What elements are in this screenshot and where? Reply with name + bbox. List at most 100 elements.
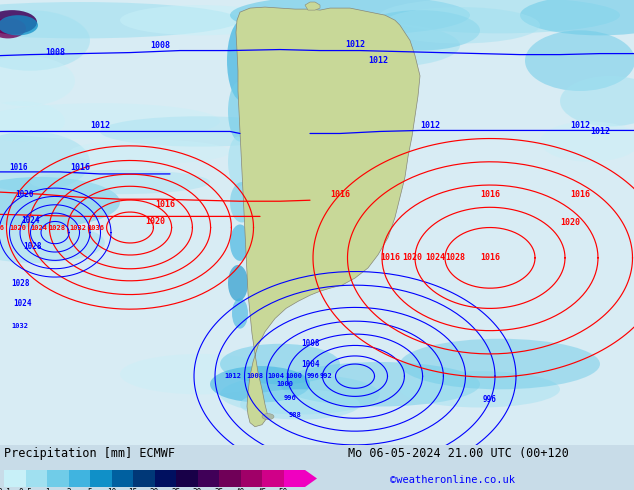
- Ellipse shape: [220, 374, 380, 415]
- Text: 1032: 1032: [69, 224, 86, 230]
- Text: 988: 988: [288, 412, 301, 417]
- Text: 1028: 1028: [23, 242, 41, 251]
- Bar: [133, 470, 155, 487]
- Text: Mo 06-05-2024 21.00 UTC (00+120: Mo 06-05-2024 21.00 UTC (00+120: [348, 447, 569, 460]
- Ellipse shape: [230, 182, 254, 222]
- Ellipse shape: [270, 15, 390, 66]
- Text: 996: 996: [283, 395, 296, 401]
- Text: 1016: 1016: [330, 190, 350, 198]
- Text: 1028: 1028: [49, 224, 65, 230]
- Text: 1020: 1020: [16, 190, 34, 198]
- Ellipse shape: [0, 15, 38, 35]
- Text: 30: 30: [193, 488, 202, 490]
- Text: 1028: 1028: [445, 253, 465, 262]
- Bar: [112, 470, 133, 487]
- Ellipse shape: [300, 23, 460, 68]
- Text: 1028: 1028: [11, 279, 29, 288]
- Text: ©weatheronline.co.uk: ©weatheronline.co.uk: [390, 475, 515, 485]
- Ellipse shape: [230, 0, 470, 35]
- Ellipse shape: [210, 366, 310, 402]
- Text: 25: 25: [171, 488, 181, 490]
- Bar: [90, 470, 112, 487]
- Ellipse shape: [232, 298, 248, 329]
- Ellipse shape: [0, 101, 65, 142]
- Text: 1008: 1008: [45, 48, 65, 57]
- Text: 1012: 1012: [224, 373, 242, 379]
- Ellipse shape: [0, 177, 120, 227]
- Text: Precipitation [mm] ECMWF: Precipitation [mm] ECMWF: [4, 447, 175, 460]
- Ellipse shape: [228, 265, 248, 301]
- Text: 1012: 1012: [368, 56, 388, 65]
- Ellipse shape: [220, 344, 340, 384]
- Text: 1020: 1020: [560, 218, 580, 227]
- Text: 1012: 1012: [590, 127, 610, 136]
- Bar: [68, 470, 90, 487]
- Ellipse shape: [525, 30, 634, 91]
- Text: 1024: 1024: [13, 299, 31, 308]
- Text: 50: 50: [279, 488, 288, 490]
- Text: 996: 996: [483, 395, 497, 404]
- Ellipse shape: [227, 20, 257, 101]
- Ellipse shape: [0, 10, 37, 34]
- Text: 1016: 1016: [9, 163, 27, 172]
- Ellipse shape: [380, 0, 620, 33]
- Text: 1: 1: [44, 488, 49, 490]
- Ellipse shape: [0, 10, 90, 71]
- Text: 40: 40: [236, 488, 245, 490]
- Ellipse shape: [120, 5, 280, 35]
- Bar: [176, 470, 198, 487]
- Ellipse shape: [0, 131, 90, 192]
- Ellipse shape: [0, 222, 105, 263]
- Ellipse shape: [560, 76, 634, 126]
- Ellipse shape: [30, 170, 210, 194]
- Ellipse shape: [400, 339, 600, 389]
- Ellipse shape: [0, 55, 75, 106]
- Bar: [240, 470, 262, 487]
- Bar: [283, 470, 305, 487]
- Text: 1012: 1012: [570, 121, 590, 130]
- Text: 996: 996: [307, 373, 320, 379]
- Ellipse shape: [0, 18, 26, 38]
- Text: 1008: 1008: [247, 373, 264, 379]
- Text: 1016: 1016: [380, 253, 400, 262]
- Text: 1016: 1016: [570, 190, 590, 198]
- Bar: [198, 470, 219, 487]
- Text: 1036: 1036: [87, 224, 105, 230]
- Polygon shape: [305, 2, 320, 10]
- Text: 992: 992: [320, 373, 332, 379]
- Text: 1032: 1032: [11, 322, 29, 329]
- Text: 10: 10: [107, 488, 116, 490]
- Bar: [262, 470, 283, 487]
- Bar: [47, 470, 68, 487]
- Bar: [219, 470, 240, 487]
- Text: 1016: 1016: [480, 253, 500, 262]
- Bar: [155, 470, 176, 487]
- Polygon shape: [305, 470, 317, 487]
- Ellipse shape: [0, 103, 220, 140]
- Text: 45: 45: [257, 488, 267, 490]
- Text: 35: 35: [214, 488, 224, 490]
- Text: 1024: 1024: [21, 216, 39, 225]
- Bar: [25, 470, 47, 487]
- Text: 1008: 1008: [301, 339, 320, 348]
- Text: 1004: 1004: [268, 373, 285, 379]
- Ellipse shape: [540, 122, 634, 162]
- Ellipse shape: [520, 0, 634, 35]
- Text: 1016: 1016: [480, 190, 500, 198]
- Text: 20: 20: [150, 488, 159, 490]
- Text: 1016: 1016: [155, 200, 175, 209]
- Ellipse shape: [0, 2, 240, 38]
- Ellipse shape: [230, 224, 250, 261]
- Ellipse shape: [100, 116, 300, 147]
- Text: 15: 15: [128, 488, 138, 490]
- Ellipse shape: [228, 137, 248, 187]
- Text: 1024: 1024: [425, 253, 445, 262]
- Text: 1012: 1012: [90, 121, 110, 130]
- Text: 1000: 1000: [285, 373, 302, 379]
- Ellipse shape: [400, 371, 560, 408]
- Text: 1020: 1020: [145, 217, 165, 226]
- Bar: [4, 470, 25, 487]
- Ellipse shape: [360, 10, 480, 50]
- Ellipse shape: [228, 81, 252, 142]
- Text: 1020: 1020: [10, 224, 27, 230]
